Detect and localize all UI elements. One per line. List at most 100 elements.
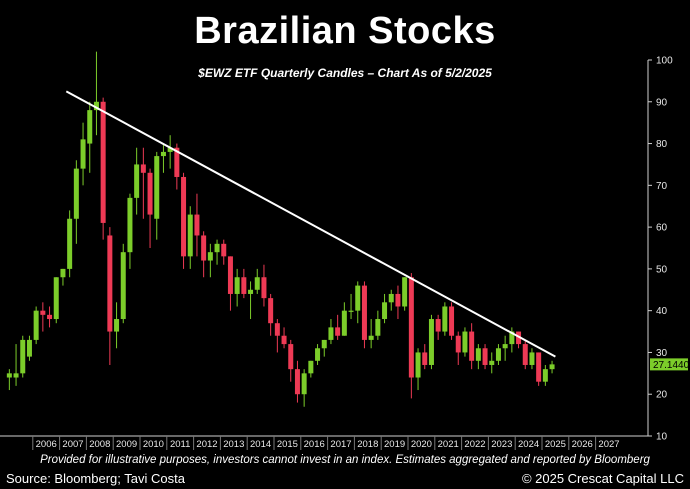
candle-down (100, 97, 106, 240)
copyright-note: © 2025 Crescat Capital LLC (521, 471, 684, 486)
candle-down (288, 339, 294, 382)
candle-body (308, 360, 314, 374)
candle-body (341, 310, 347, 336)
candle-up (341, 302, 347, 336)
candle-down (522, 339, 528, 370)
candle-body (469, 331, 475, 361)
candle-body (442, 306, 448, 332)
candle-down (455, 331, 461, 365)
candle-up (315, 344, 321, 365)
candle-body (435, 319, 441, 332)
x-tick-label: 2016 (304, 439, 325, 450)
candle-body (402, 277, 408, 307)
candle-up (462, 327, 468, 357)
candle-up (254, 268, 260, 294)
y-tick-label: 80 (656, 139, 668, 150)
candle-up (502, 335, 508, 361)
candle-up (428, 314, 434, 370)
x-tick-label: 2007 (62, 439, 83, 450)
candle-down (140, 147, 146, 219)
candle-down (449, 302, 455, 340)
candle-body (455, 335, 461, 353)
candle-down (194, 193, 200, 257)
candle-down (482, 344, 488, 370)
candle-down (516, 331, 522, 349)
candle-up (355, 281, 361, 324)
y-tick-label: 50 (656, 264, 668, 275)
candle-up (328, 319, 334, 345)
y-tick-label: 40 (656, 306, 668, 317)
candle-down (395, 285, 401, 320)
x-tick-label: 2026 (572, 439, 593, 450)
x-tick-label: 2022 (464, 439, 485, 450)
candle-up (114, 302, 120, 349)
candle-down (274, 319, 280, 353)
candle-body (207, 252, 213, 261)
candle-up (542, 364, 548, 386)
candle-body (509, 331, 515, 345)
candle-up (60, 268, 66, 286)
candle-body (321, 339, 327, 349)
candle-body (73, 168, 79, 219)
candle-down (408, 273, 414, 399)
candle-body (415, 352, 421, 378)
x-tick-label: 2009 (116, 439, 137, 450)
y-tick-label: 10 (656, 432, 668, 443)
x-tick-label: 2010 (143, 439, 164, 450)
candle-body (194, 214, 200, 236)
candle-up (134, 147, 140, 215)
candle-body (160, 151, 166, 157)
candle-up (214, 239, 220, 265)
candle-down (40, 302, 46, 332)
candle-body (241, 277, 247, 294)
candle-up (382, 293, 388, 324)
x-tick-label: 2018 (357, 439, 378, 450)
x-tick-label: 2008 (89, 439, 110, 450)
y-tick-label: 60 (656, 223, 668, 234)
x-tick-label: 2024 (518, 439, 539, 450)
chart-subtitle: $EWZ ETF Quarterly Candles – Chart As of… (198, 66, 492, 80)
candle-body (288, 344, 294, 370)
candle-body (475, 348, 481, 361)
candle-body (274, 323, 280, 336)
candle-body (47, 314, 53, 320)
candle-body (147, 172, 153, 215)
chart-title: Brazilian Stocks (194, 10, 496, 52)
candle-body (261, 277, 267, 299)
candle-body (482, 348, 488, 365)
candle-down (469, 323, 475, 370)
candle-up (415, 348, 421, 391)
candle-up (67, 210, 73, 278)
candle-up (26, 335, 32, 361)
candle-body (214, 243, 220, 253)
candle-up (495, 344, 501, 365)
candle-down (241, 268, 247, 299)
candle-body (449, 306, 455, 336)
candle-body (134, 164, 140, 198)
candle-body (388, 293, 394, 303)
candle-body (60, 268, 66, 278)
candle-down (294, 360, 300, 403)
candle-body (489, 360, 495, 365)
source-note: Source: Bloomberg; Tavi Costa (6, 471, 185, 486)
candle-body (201, 235, 207, 261)
candle-body (315, 348, 321, 361)
candle-body (114, 319, 120, 332)
candle-body (100, 101, 106, 223)
candle-body (422, 352, 428, 365)
candle-up (402, 277, 408, 311)
candle-body (254, 277, 260, 290)
candle-down (268, 293, 274, 336)
candle-up (442, 302, 448, 336)
candle-up (20, 335, 26, 378)
candle-up (167, 135, 173, 169)
candle-body (348, 310, 354, 312)
candle-down (107, 227, 113, 365)
y-tick-label: 20 (656, 390, 668, 401)
candle-down (335, 314, 341, 340)
candle-down (536, 352, 542, 386)
candle-down (201, 231, 207, 278)
x-tick-label: 2021 (438, 439, 459, 450)
candle-body (328, 327, 334, 340)
